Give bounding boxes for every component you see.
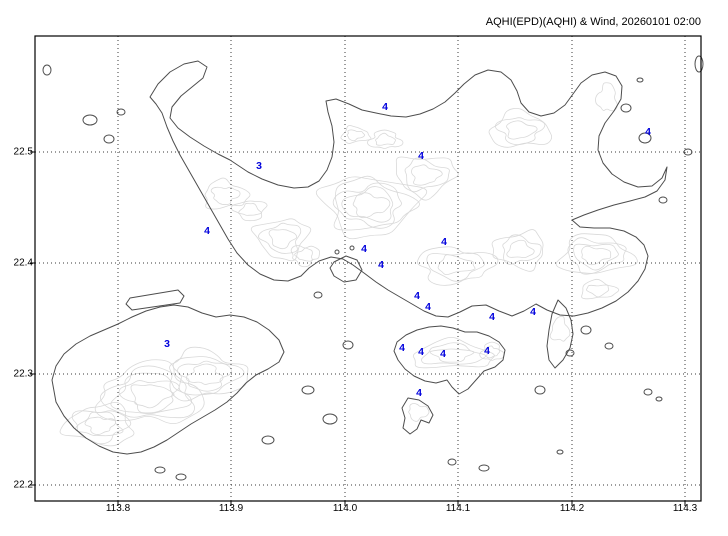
station-aqhi-value: 4 — [418, 149, 424, 162]
x-tick-label: 114.3 — [672, 503, 698, 514]
station-aqhi-value: 4 — [418, 345, 424, 358]
station-aqhi-value: 4 — [399, 341, 405, 354]
station-aqhi-value: 4 — [378, 258, 384, 271]
coastline-lamma-island — [401, 397, 434, 435]
lat-lon-gridlines — [30, 36, 701, 506]
station-aqhi-value: 4 — [416, 386, 422, 399]
x-tick-label: 113.8 — [105, 503, 131, 514]
y-tick-label: 22.5 — [13, 146, 33, 158]
plot-frame — [34, 35, 702, 502]
coastline-airport-island — [125, 289, 185, 311]
x-tick-label: 114.0 — [332, 503, 358, 514]
coastline-lantau-island — [51, 304, 285, 455]
terrain-contours — [59, 82, 638, 447]
station-aqhi-value: 4 — [440, 347, 446, 360]
station-aqhi-value: 4 — [489, 310, 495, 323]
x-tick-label: 114.2 — [559, 503, 585, 514]
coastline-new-territories-kowloon — [149, 60, 668, 318]
y-tick-label: 22.4 — [13, 257, 33, 269]
x-tick-label: 113.9 — [218, 503, 244, 514]
coastline-hong-kong-island — [393, 325, 506, 395]
coastline-tsing-yi — [329, 255, 363, 283]
station-aqhi-value: 3 — [256, 159, 262, 172]
coastline-clearwater-bay-peninsula — [546, 299, 574, 369]
station-aqhi-value: 4 — [441, 235, 447, 248]
station-aqhi-value: 4 — [484, 344, 490, 357]
station-aqhi-value: 4 — [361, 242, 367, 255]
station-aqhi-value: 4 — [382, 100, 388, 113]
station-aqhi-value: 4 — [204, 224, 210, 237]
station-aqhi-value: 4 — [425, 300, 431, 313]
station-aqhi-value: 3 — [164, 337, 170, 350]
x-tick-label: 114.1 — [445, 503, 471, 514]
station-aqhi-value: 4 — [645, 125, 651, 138]
station-aqhi-value: 4 — [414, 289, 420, 302]
coastlines — [42, 55, 704, 481]
y-tick-label: 22.3 — [13, 368, 33, 380]
figure-title: AQHI(EPD)(AQHI) & Wind, 20260101 02:00 — [485, 16, 701, 28]
y-tick-label: 22.2 — [13, 479, 33, 491]
station-aqhi-value: 4 — [530, 305, 536, 318]
